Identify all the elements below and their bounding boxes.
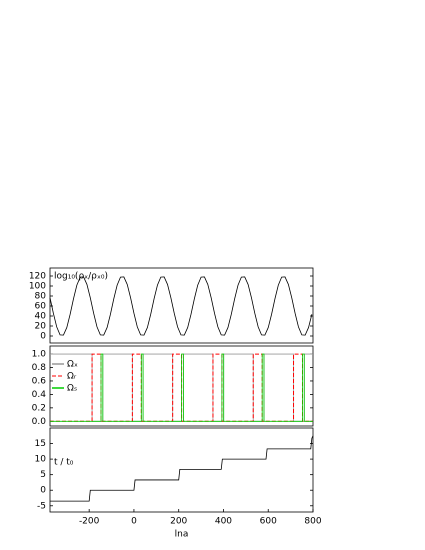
y-label: log₁₀(ρₓ/ρₓ₀) — [54, 272, 108, 282]
y-tick-label: 10 — [35, 455, 47, 465]
y-tick-label: 5 — [40, 470, 46, 480]
y-tick-label: 0.6 — [32, 376, 47, 386]
x-tick-label: 200 — [170, 517, 187, 527]
x-tick-label: 400 — [215, 517, 232, 527]
y-tick-label: 100 — [29, 282, 46, 292]
y-tick-label: 20 — [35, 322, 47, 332]
y-tick-label: 0.0 — [32, 417, 47, 427]
x-tick-label: 0 — [131, 517, 137, 527]
panel-frame — [49, 345, 314, 427]
y-tick-label: 80 — [35, 292, 47, 302]
y-tick-label: 15 — [35, 439, 46, 449]
y-tick-label: 0.8 — [32, 363, 47, 373]
x-tick-label: -200 — [79, 517, 100, 527]
legend-label: Ωₛ — [67, 384, 77, 394]
y-tick-label: 120 — [29, 272, 46, 282]
legend-label: Ωᵣ — [67, 372, 77, 382]
data-line — [49, 276, 313, 336]
panel-frame — [49, 427, 314, 513]
y-tick-label: 0.2 — [32, 403, 46, 413]
legend-label: Ωₓ — [67, 360, 78, 370]
data-line — [50, 353, 313, 422]
x-tick-label: 800 — [304, 517, 321, 527]
y-tick-label: 40 — [35, 312, 47, 322]
x-label: lna — [175, 530, 189, 540]
y-tick-label: 0 — [40, 486, 46, 496]
data-line — [50, 353, 313, 422]
data-line — [50, 435, 314, 502]
y-tick-label: 0.4 — [32, 390, 47, 400]
x-tick-label: 600 — [260, 517, 277, 527]
panel-frame — [49, 267, 314, 344]
y-label: t / t₀ — [54, 458, 74, 468]
y-tick-label: -5 — [37, 501, 46, 511]
y-tick-label: 60 — [35, 302, 47, 312]
y-tick-label: 0 — [40, 332, 46, 342]
y-tick-label: 1.0 — [32, 350, 47, 360]
